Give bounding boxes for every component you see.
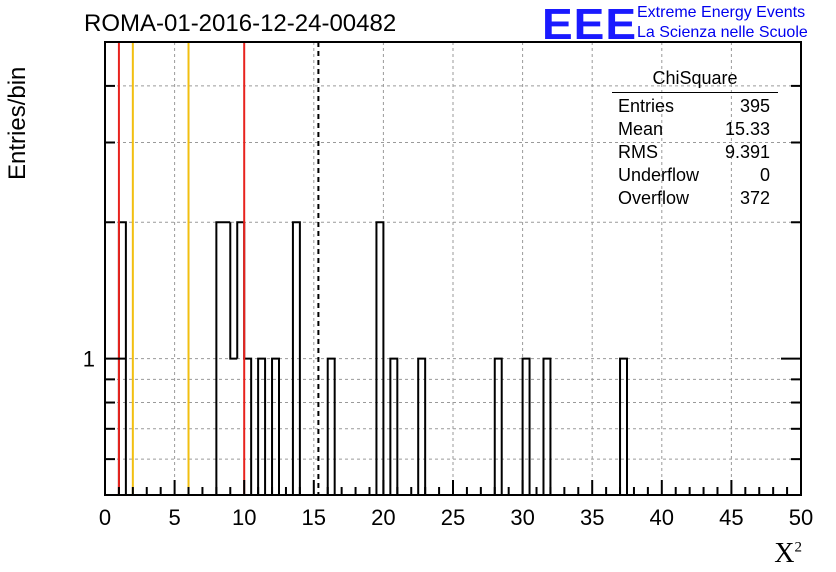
stats-box: ChiSquare Entries 395 Mean 15.33 RMS 9.3… bbox=[612, 68, 778, 210]
stats-label: Overflow bbox=[618, 187, 689, 210]
chart-title: ROMA-01-2016-12-24-00482 bbox=[84, 10, 396, 38]
logo-line-2: La Scienza nelle Scuole bbox=[637, 23, 808, 43]
stats-label: RMS bbox=[618, 141, 658, 164]
stats-row-entries: Entries 395 bbox=[612, 95, 778, 118]
stats-label: Mean bbox=[618, 118, 663, 141]
eee-logo: EEE Extreme Energy Events La Scienza nel… bbox=[542, 2, 637, 46]
stats-value: 372 bbox=[740, 187, 770, 210]
tick-labels: 0 5 10 15 20 25 30 35 40 45 50 1 bbox=[83, 347, 813, 530]
histogram-bin bbox=[293, 222, 300, 495]
histogram-bin bbox=[620, 359, 627, 495]
histogram-bin bbox=[216, 222, 223, 495]
histogram-bin bbox=[223, 222, 230, 495]
x-tick-label: 10 bbox=[232, 505, 256, 530]
x-axis-label-superscript: 2 bbox=[795, 540, 803, 556]
x-tick-label: 0 bbox=[99, 505, 111, 530]
stats-value: 15.33 bbox=[725, 118, 770, 141]
x-tick-label: 35 bbox=[580, 505, 604, 530]
stats-label: Entries bbox=[618, 95, 674, 118]
stats-row-overflow: Overflow 372 bbox=[612, 187, 778, 210]
x-tick-label: 50 bbox=[789, 505, 813, 530]
stats-row-underflow: Underflow 0 bbox=[612, 164, 778, 187]
stats-value: 9.391 bbox=[725, 141, 770, 164]
histogram-bin bbox=[418, 359, 425, 495]
histogram-bin bbox=[390, 359, 397, 495]
stats-row-mean: Mean 15.33 bbox=[612, 118, 778, 141]
eee-logo-text: Extreme Energy Events La Scienza nelle S… bbox=[637, 3, 808, 43]
histogram-bin bbox=[495, 359, 502, 495]
histogram-bin bbox=[523, 359, 530, 495]
histogram-bin bbox=[543, 359, 550, 495]
histogram-bin bbox=[258, 359, 265, 495]
histogram-bin bbox=[244, 359, 251, 495]
x-tick-label: 5 bbox=[168, 505, 180, 530]
y-tick-label: 1 bbox=[83, 347, 95, 372]
stats-label: Underflow bbox=[618, 164, 699, 187]
stats-value: 0 bbox=[760, 164, 770, 187]
histogram-bin bbox=[230, 359, 237, 495]
x-axis-label-base: X bbox=[774, 538, 794, 569]
histogram-bin bbox=[376, 222, 383, 495]
stats-title: ChiSquare bbox=[612, 68, 778, 93]
x-tick-label: 45 bbox=[719, 505, 743, 530]
x-tick-label: 25 bbox=[441, 505, 465, 530]
x-tick-label: 40 bbox=[650, 505, 674, 530]
y-axis-label: Entries/bin bbox=[4, 67, 32, 180]
stats-value: 395 bbox=[740, 95, 770, 118]
x-tick-label: 15 bbox=[302, 505, 326, 530]
x-axis-label: X2 bbox=[774, 538, 802, 570]
x-tick-label: 20 bbox=[371, 505, 395, 530]
logo-line-1: Extreme Energy Events bbox=[637, 3, 808, 23]
stats-row-rms: RMS 9.391 bbox=[612, 141, 778, 164]
histogram-bin bbox=[272, 359, 279, 495]
x-tick-label: 30 bbox=[510, 505, 534, 530]
histogram-bin bbox=[237, 222, 244, 495]
histogram-bin bbox=[328, 359, 335, 495]
eee-logo-mark: EEE bbox=[542, 3, 637, 45]
